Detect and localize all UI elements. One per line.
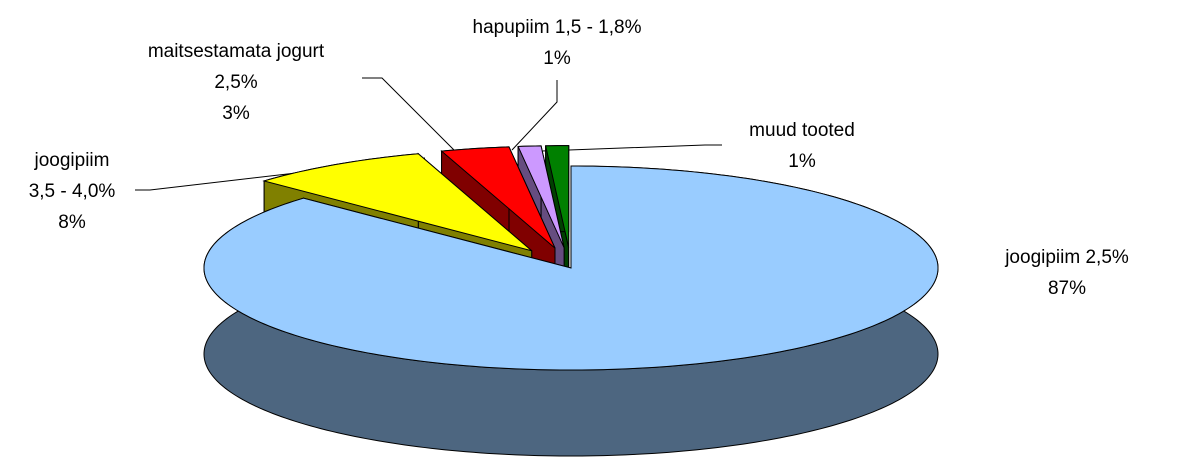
slice (203, 165, 939, 457)
value-label: 8% (58, 212, 86, 233)
category-label: hapupiim 1,5 - 1,8% (472, 17, 642, 38)
data-label: muud tooted 1% (749, 115, 855, 177)
slice-top (262, 153, 532, 252)
leader-line (511, 80, 558, 151)
data-label: hapupiim 1,5 - 1,8% 1% (473, 12, 642, 74)
category-label: maitsestamata jogurt 2,5% (147, 41, 325, 93)
slice-top (203, 165, 939, 371)
value-label: 87% (1047, 278, 1087, 299)
value-label: 1% (543, 48, 571, 69)
data-label: maitsestamata jogurt 2,5% 3% (136, 36, 336, 129)
leader-line (362, 77, 457, 153)
slice-top (517, 145, 565, 248)
value-label: 3% (222, 103, 250, 124)
data-label: joogipiim 3,5 - 4,0% 8% (22, 145, 122, 238)
data-label: joogipiim 2,5% 87% (1005, 242, 1129, 304)
category-label: joogipiim 2,5% (1005, 247, 1129, 268)
category-label: joogipiim 3,5 - 4,0% (28, 150, 116, 202)
category-label: muud tooted (749, 120, 855, 141)
slice-top (545, 145, 570, 248)
value-label: 1% (788, 151, 816, 172)
leader-line (541, 144, 722, 152)
slice-top (440, 146, 556, 249)
